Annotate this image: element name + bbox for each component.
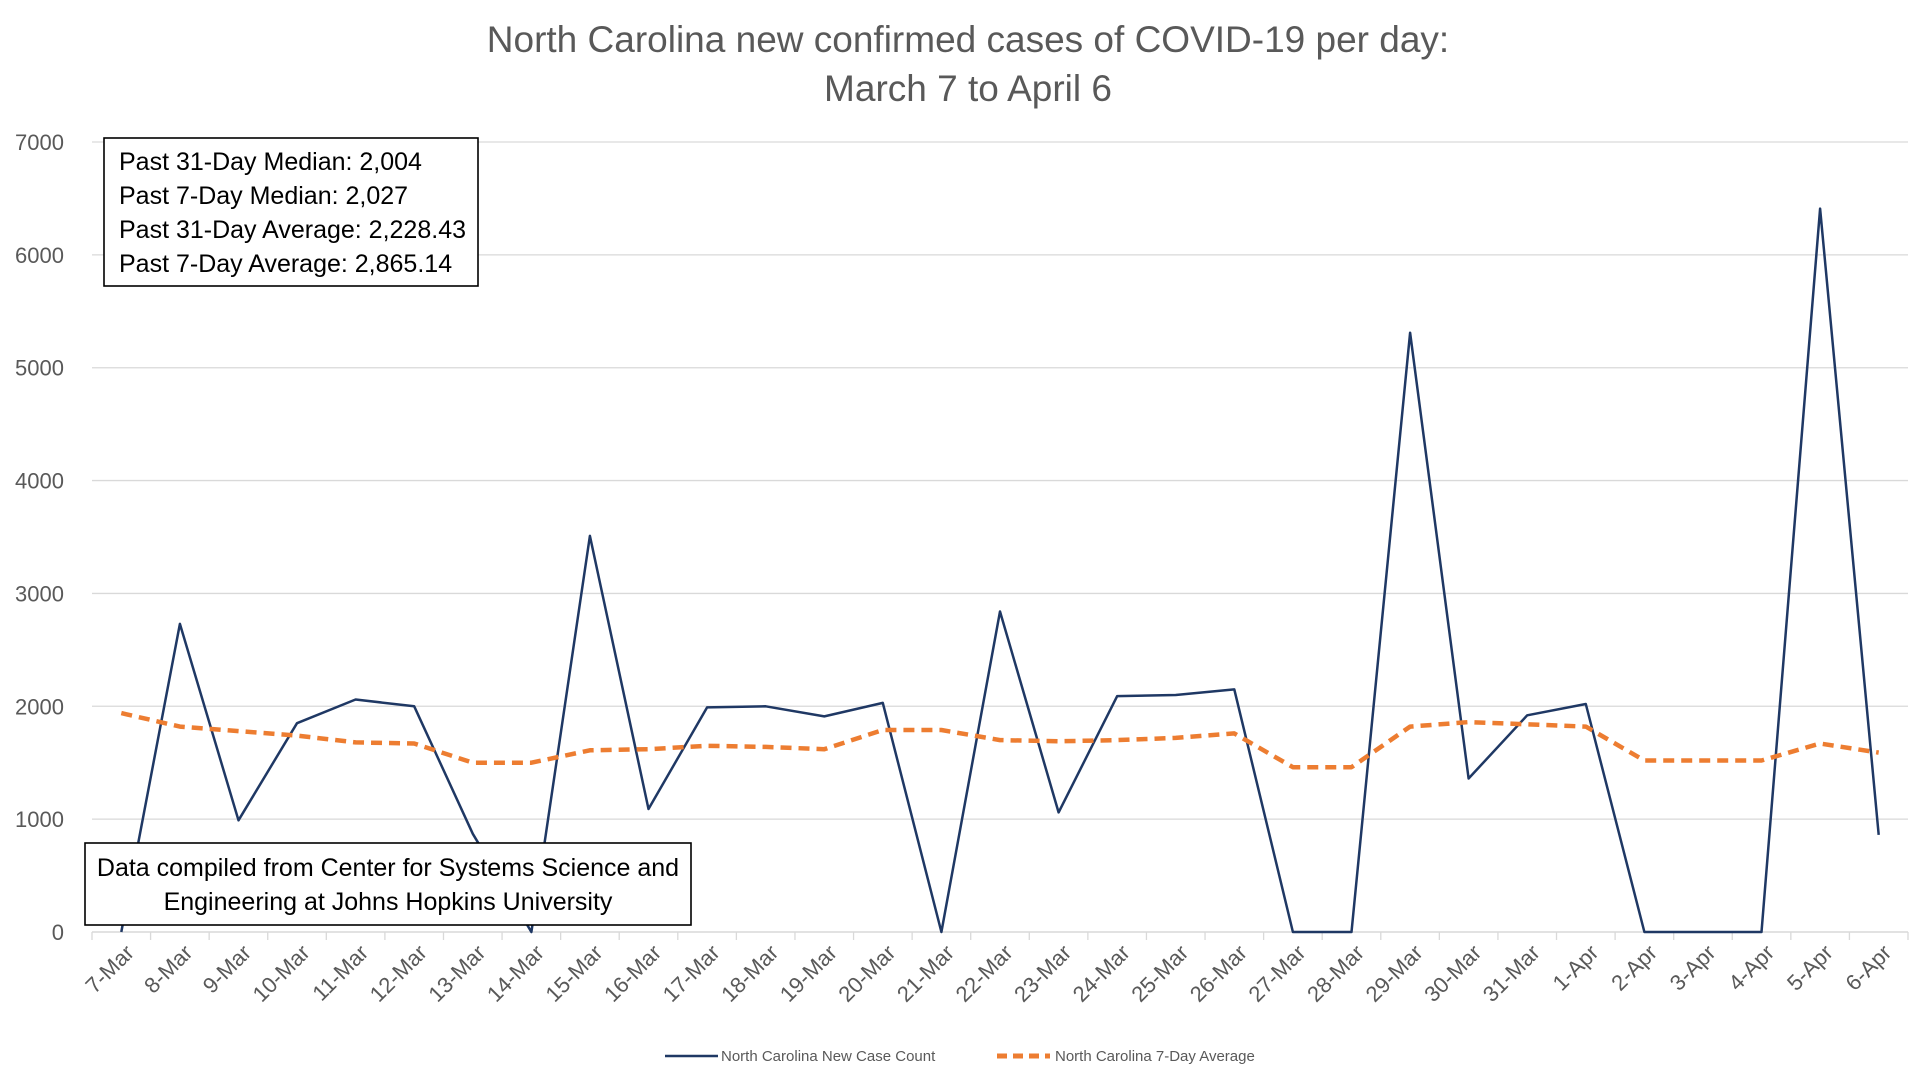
- x-tick-label: 30-Mar: [1419, 940, 1486, 1007]
- x-tick-label: 23-Mar: [1009, 940, 1076, 1007]
- x-tick-label: 4-Apr: [1723, 940, 1779, 996]
- x-tick-label: 20-Mar: [833, 940, 900, 1007]
- stat-31-day-average: Past 31-Day Average: 2,228.43: [119, 216, 466, 244]
- x-tick-label: 31-Mar: [1478, 940, 1545, 1007]
- x-tick-label: 29-Mar: [1361, 940, 1428, 1007]
- stats-annotation-box: Past 31-Day Median: 2,004 Past 7-Day Med…: [103, 137, 479, 287]
- chart-title: North Carolina new confirmed cases of CO…: [487, 19, 1449, 60]
- x-tick-label: 17-Mar: [658, 940, 725, 1007]
- source-line-2: Engineering at Johns Hopkins University: [164, 888, 613, 916]
- x-tick-label: 19-Mar: [775, 940, 842, 1007]
- x-tick-label: 18-Mar: [716, 940, 783, 1007]
- x-tick-label: 10-Mar: [248, 940, 315, 1007]
- series-line-7-day-average: [120, 710, 1880, 770]
- x-tick-label: 21-Mar: [892, 940, 959, 1007]
- x-tick-label: 2-Apr: [1606, 940, 1662, 996]
- x-tick-label: 7-Mar: [81, 940, 139, 998]
- x-tick-label: 26-Mar: [1185, 940, 1252, 1007]
- x-tick-label: 25-Mar: [1126, 940, 1193, 1007]
- x-tick-label: 12-Mar: [365, 940, 432, 1007]
- stat-7-day-average: Past 7-Day Average: 2,865.14: [119, 250, 452, 278]
- y-tick-label: 6000: [15, 243, 64, 268]
- y-tick-label: 1000: [15, 807, 64, 832]
- series-line-new-case-count: [120, 207, 1880, 934]
- y-tick-label: 2000: [15, 694, 64, 719]
- stat-7-day-median: Past 7-Day Median: 2,027: [119, 182, 408, 210]
- x-tick-label: 6-Apr: [1841, 940, 1897, 996]
- x-tick-label: 27-Mar: [1243, 940, 1310, 1007]
- x-tick-label: 22-Mar: [951, 940, 1018, 1007]
- x-tick-label: 14-Mar: [482, 940, 549, 1007]
- source-annotation-box: Data compiled from Center for Systems Sc…: [84, 842, 692, 926]
- x-tick-label: 24-Mar: [1068, 940, 1135, 1007]
- stat-31-day-median: Past 31-Day Median: 2,004: [119, 148, 422, 176]
- chart-subtitle: March 7 to April 6: [824, 68, 1112, 109]
- x-tick-label: 11-Mar: [307, 940, 373, 1006]
- x-tick-label: 13-Mar: [423, 940, 490, 1007]
- y-tick-label: 4000: [15, 469, 64, 494]
- y-tick-label: 0: [52, 920, 64, 945]
- y-tick-label: 5000: [15, 356, 64, 381]
- x-tick-label: 28-Mar: [1302, 940, 1369, 1007]
- source-line-1: Data compiled from Center for Systems Sc…: [97, 854, 679, 882]
- legend: North Carolina New Case Count North Caro…: [665, 1048, 1255, 1065]
- legend-label-new-cases: North Carolina New Case Count: [721, 1048, 936, 1065]
- x-tick-label: 1-Apr: [1548, 940, 1604, 996]
- x-tick-label: 8-Mar: [139, 940, 197, 998]
- series-lines: [120, 207, 1880, 934]
- x-tick-label: 15-Mar: [541, 940, 608, 1007]
- y-tick-label: 7000: [15, 130, 64, 155]
- legend-label-7-day-average: North Carolina 7-Day Average: [1055, 1048, 1255, 1065]
- x-tick-label: 5-Apr: [1782, 940, 1838, 996]
- y-tick-label: 3000: [15, 581, 64, 606]
- x-tick-label: 16-Mar: [599, 940, 666, 1007]
- x-tick-label: 3-Apr: [1665, 940, 1721, 996]
